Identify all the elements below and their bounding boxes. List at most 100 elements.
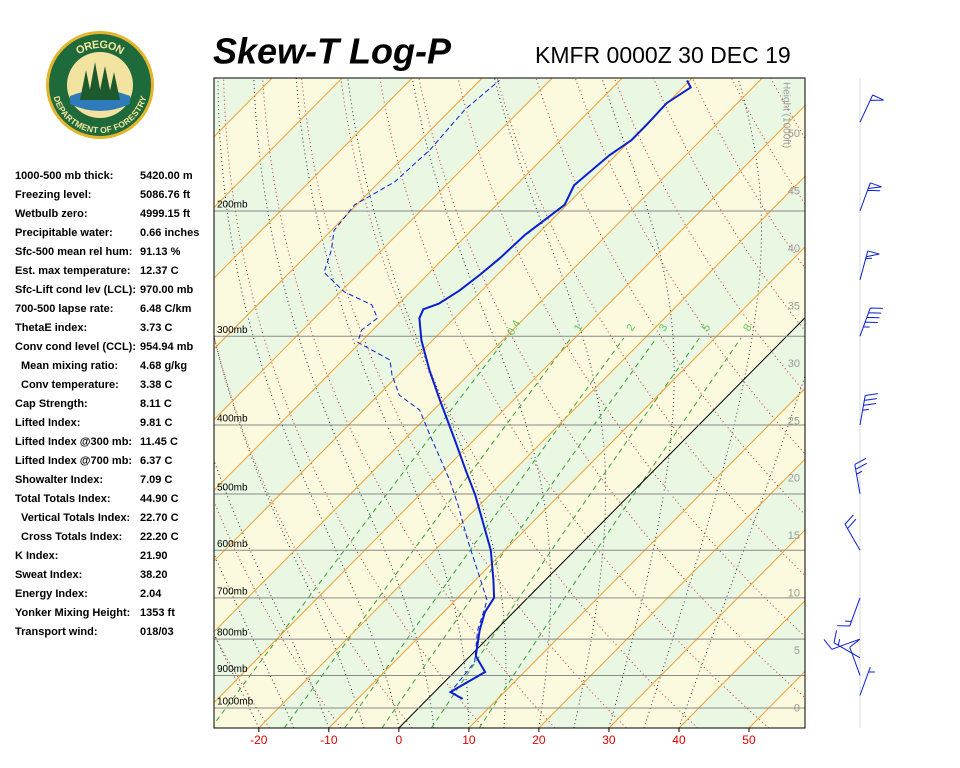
index-label: Conv cond level (CCL):	[15, 341, 136, 353]
index-label: Yonker Mixing Height:	[15, 607, 130, 619]
height-tick-label: 50	[788, 128, 800, 140]
index-label: Sweat Index:	[15, 569, 82, 581]
index-value: 5086.76 ft	[140, 189, 190, 201]
wind-barb	[859, 667, 875, 696]
temperature-band	[214, 78, 805, 703]
dry-adiabat	[262, 78, 556, 728]
wind-barb	[833, 630, 861, 659]
index-value: 12.37 C	[140, 265, 179, 277]
isotherm	[678, 599, 805, 728]
indices: 1000-500 mb thick: 5420.00 m Freezing leve…	[15, 170, 199, 638]
pressure-label: 300mb	[217, 325, 248, 336]
pressure-label: 1000mb	[217, 697, 254, 708]
index-value: 4.68 g/kg	[140, 360, 187, 372]
dry-adiabat	[214, 499, 342, 728]
dry-adiabat	[888, 78, 960, 728]
index-label: Lifted Index @300 mb:	[15, 436, 132, 448]
index-label: Precipitable water:	[15, 227, 113, 239]
height-axis-label: Height (1000ft)	[780, 82, 791, 148]
index-label: Mean mixing ratio:	[21, 360, 118, 372]
pressure-label: 400mb	[217, 414, 248, 425]
height-tick-label: 40	[788, 243, 800, 255]
index-label: Vertical Totals Index:	[21, 512, 130, 524]
dry-adiabat	[301, 78, 627, 728]
moist-adiabat	[217, 78, 400, 728]
isotherm	[214, 78, 693, 562]
x-tick-label: 50	[742, 733, 756, 747]
isotherm	[214, 78, 413, 279]
isotherm	[214, 78, 623, 492]
index-value: 4999.15 ft	[140, 208, 190, 220]
index-value: 018/03	[140, 626, 174, 638]
dry-adiabat	[691, 78, 805, 269]
index-label: Total Totals Index:	[15, 493, 111, 505]
index-value: 8.11 C	[140, 398, 172, 410]
index-label: Freezing level:	[15, 189, 91, 201]
dry-adiabat	[927, 78, 960, 728]
height-tick-label: 20	[788, 473, 800, 485]
index-label: Lifted Index:	[15, 417, 80, 429]
height-tick-label: 0	[794, 702, 800, 714]
index-label: Conv temperature:	[21, 379, 119, 391]
wind-barb	[859, 182, 882, 212]
moist-adiabat	[643, 78, 762, 728]
chart-subtitle: KMFR 0000Z 30 DEC 19	[535, 42, 791, 68]
mixing-ratio-line	[381, 337, 657, 728]
moist-adiabat	[678, 374, 805, 728]
wind-barb	[849, 638, 861, 676]
index-label: Lifted Index @700 mb:	[15, 455, 132, 467]
index-label: ThetaE index:	[15, 322, 87, 334]
isotherm	[538, 458, 805, 728]
index-label: 1000-500 mb thick:	[15, 170, 113, 182]
logo: OREGON DEPARTMENT OF FORESTRY	[46, 31, 154, 139]
mixing-ratio-label: 5	[700, 322, 713, 333]
pressure-label: 600mb	[217, 539, 248, 550]
wind-barb	[859, 250, 880, 281]
height-tick-label: 45	[788, 186, 800, 198]
height-tick-label: 25	[788, 415, 800, 427]
index-value: 1353 ft	[140, 607, 175, 619]
x-tick-label: 0	[396, 733, 403, 747]
moist-adiabat	[347, 78, 507, 728]
height-tick-label: 15	[788, 530, 800, 542]
index-value: 0.66 inches	[140, 227, 199, 239]
mixing-ratio-line	[478, 337, 742, 728]
wind-barb	[859, 393, 878, 426]
logo-top-text: OREGON	[74, 39, 126, 58]
isotherm	[468, 387, 805, 728]
index-value: 22.70 C	[140, 512, 179, 524]
isotherm	[398, 317, 805, 728]
index-value: 7.09 C	[140, 474, 172, 486]
plot-area	[214, 78, 960, 728]
dry-adiabat	[810, 78, 960, 728]
mixing-ratio-line	[214, 337, 507, 725]
wind-barb	[859, 307, 883, 337]
index-label: Cross Totals Index:	[21, 531, 122, 543]
dry-adiabat	[613, 78, 805, 394]
index-value: 3.38 C	[140, 379, 172, 391]
pressure-label: 500mb	[217, 483, 248, 494]
index-label: Est. max temperature:	[15, 265, 131, 277]
mixing-ratio-line	[430, 337, 700, 728]
index-label: Sfc-Lift cond lev (LCL):	[15, 284, 136, 296]
isotherm	[328, 246, 805, 728]
isotherm	[214, 78, 343, 209]
dry-adiabat	[849, 78, 960, 728]
index-value: 970.00 mb	[140, 284, 193, 296]
mixing-ratio-label: 2	[624, 322, 637, 333]
x-tick-label: 40	[672, 733, 686, 747]
pressure-label: 900mb	[217, 664, 248, 675]
height-tick-label: 35	[788, 300, 800, 312]
isotherm	[258, 175, 805, 728]
wind-barb	[823, 638, 861, 650]
index-value: 21.90	[140, 550, 168, 562]
index-label: Transport wind:	[15, 626, 98, 638]
index-value: 9.81 C	[140, 417, 172, 429]
wind-barb	[837, 597, 861, 627]
index-label: Wetbulb zero:	[15, 208, 88, 220]
wind-barb	[844, 514, 861, 551]
index-label: K Index:	[15, 550, 58, 562]
dewpoint-profile	[323, 80, 500, 698]
index-label: Cap Strength:	[15, 398, 88, 410]
